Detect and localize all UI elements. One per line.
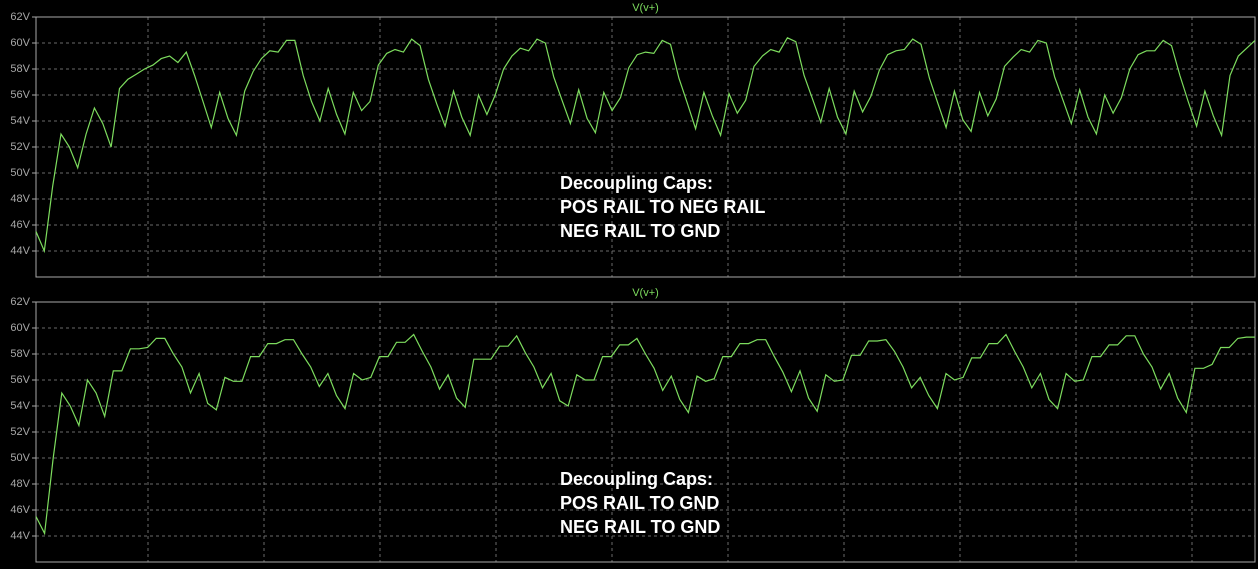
annotation: NEG RAIL TO GND — [560, 221, 720, 241]
y-tick-label: 52V — [10, 426, 30, 438]
y-tick-label: 52V — [10, 141, 30, 153]
y-tick-label: 62V — [10, 11, 30, 23]
y-tick-label: 44V — [10, 530, 30, 542]
annotation: Decoupling Caps: — [560, 173, 713, 193]
annotation: POS RAIL TO GND — [560, 493, 719, 513]
y-tick-label: 62V — [10, 296, 30, 308]
annotation: POS RAIL TO NEG RAIL — [560, 197, 765, 217]
y-tick-label: 48V — [10, 193, 30, 205]
trace-line — [35, 37, 1256, 254]
y-tick-label: 50V — [10, 167, 30, 179]
y-tick-label: 56V — [10, 89, 30, 101]
y-tick-label: 46V — [10, 504, 30, 516]
trace-title: V(v+) — [632, 2, 659, 14]
y-tick-label: 60V — [10, 322, 30, 334]
y-tick-label: 44V — [10, 245, 30, 257]
y-tick-label: 56V — [10, 374, 30, 386]
trace-title: V(v+) — [632, 287, 659, 299]
y-tick-label: 48V — [10, 478, 30, 490]
annotation: Decoupling Caps: — [560, 469, 713, 489]
y-tick-label: 58V — [10, 348, 30, 360]
y-tick-label: 60V — [10, 37, 30, 49]
y-tick-label: 54V — [10, 115, 30, 127]
y-tick-label: 54V — [10, 400, 30, 412]
annotation: NEG RAIL TO GND — [560, 517, 720, 537]
y-tick-label: 46V — [10, 219, 30, 231]
y-tick-label: 50V — [10, 452, 30, 464]
plot-frame — [35, 16, 1256, 278]
y-tick-label: 58V — [10, 63, 30, 75]
plot-frame — [35, 301, 1256, 563]
trace-line — [35, 333, 1255, 536]
